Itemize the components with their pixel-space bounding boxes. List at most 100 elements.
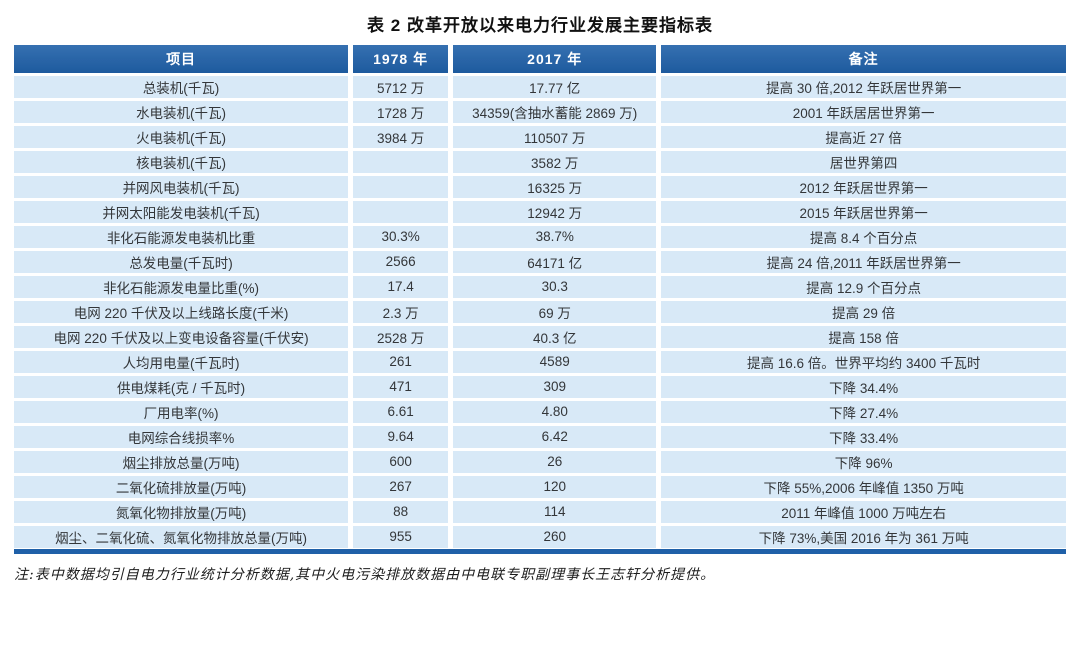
table-row: 非化石能源发电装机比重 30.3% 38.7% 提高 8.4 个百分点 <box>11 222 1069 251</box>
item-cell: 二氧化硫排放量(万吨) <box>11 472 354 501</box>
item-cell: 总发电量(千瓦时) <box>11 247 354 276</box>
value-1978-cell: 5712 万 <box>348 72 454 101</box>
table-row: 二氧化硫排放量(万吨) 267 120 下降 55%,2006 年峰值 1350 万吨 <box>11 472 1069 501</box>
value-2017-cell: 40.3 亿 <box>448 322 662 351</box>
value-1978-cell: 6.61 <box>348 397 454 426</box>
table-row: 供电煤耗(克 / 千瓦时) 471 309 下降 34.4% <box>11 372 1069 401</box>
table-row: 火电装机(千瓦) 3984 万 110507 万提高近 27 倍 <box>11 122 1069 151</box>
table-header-row: 项目 1978 年 2017 年备注 <box>11 43 1069 76</box>
value-1978-cell: 1728 万 <box>348 97 454 126</box>
item-cell: 并网太阳能发电装机(千瓦) <box>11 197 354 226</box>
table-row: 电网综合线损率% 9.64 6.42 下降 33.4% <box>11 422 1069 451</box>
value-1978-cell: 3984 万 <box>348 122 454 151</box>
item-cell: 电网 220 千伏及以上变电设备容量(千伏安) <box>11 322 354 351</box>
value-2017-cell: 4589 <box>448 347 662 376</box>
table-row: 电网 220 千伏及以上线路长度(千米) 2.3 万 69 万提高 29 倍 <box>11 297 1069 326</box>
item-cell: 电网综合线损率% <box>11 422 354 451</box>
remark-cell: 下降 96% <box>656 447 1069 476</box>
value-2017-cell: 309 <box>448 372 662 401</box>
remark-cell: 提高 30 倍,2012 年跃居世界第一 <box>656 72 1069 101</box>
remark-cell: 居世界第四 <box>656 147 1069 176</box>
value-1978-cell <box>348 197 454 226</box>
value-2017-cell: 110507 万 <box>448 122 662 151</box>
value-2017-cell: 4.80 <box>448 397 662 426</box>
value-2017-cell: 3582 万 <box>448 147 662 176</box>
value-2017-cell: 17.77 亿 <box>448 72 662 101</box>
table-row: 并网太阳能发电装机(千瓦) 12942 万 2015 年跃居世界第一 <box>11 197 1069 226</box>
remark-cell: 下降 33.4% <box>656 422 1069 451</box>
table-row: 烟尘排放总量(万吨) 600 26 下降 96% <box>11 447 1069 476</box>
remark-cell: 下降 73%,美国 2016 年为 361 万吨 <box>656 522 1069 549</box>
table-row: 核电装机(千瓦) 3582 万居世界第四 <box>11 147 1069 176</box>
value-2017-cell: 120 <box>448 472 662 501</box>
item-cell: 非化石能源发电量比重(%) <box>11 272 354 301</box>
value-2017-cell: 6.42 <box>448 422 662 451</box>
value-2017-cell: 64171 亿 <box>448 247 662 276</box>
item-cell: 火电装机(千瓦) <box>11 122 354 151</box>
table-row: 并网风电装机(千瓦) 16325 万 2012 年跃居世界第一 <box>11 172 1069 201</box>
column-header-2: 2017 年 <box>448 43 662 76</box>
value-1978-cell: 600 <box>348 447 454 476</box>
item-cell: 烟尘排放总量(万吨) <box>11 447 354 476</box>
table-row: 氮氧化物排放量(万吨) 88 114 2011 年峰值 1000 万吨左右 <box>11 497 1069 526</box>
table-container: 项目 1978 年 2017 年备注 总装机(千瓦) 5712 万 17.77 亿提高 … <box>11 43 1069 549</box>
remark-cell: 下降 55%,2006 年峰值 1350 万吨 <box>656 472 1069 501</box>
item-cell: 总装机(千瓦) <box>11 72 354 101</box>
column-header-3: 备注 <box>656 43 1069 76</box>
remark-cell: 2012 年跃居世界第一 <box>656 172 1069 201</box>
value-2017-cell: 260 <box>448 522 662 549</box>
item-cell: 水电装机(千瓦) <box>11 97 354 126</box>
value-1978-cell: 2528 万 <box>348 322 454 351</box>
value-1978-cell: 471 <box>348 372 454 401</box>
value-1978-cell: 261 <box>348 347 454 376</box>
value-1978-cell: 88 <box>348 497 454 526</box>
indicators-table: 项目 1978 年 2017 年备注 总装机(千瓦) 5712 万 17.77 亿提高 … <box>11 43 1069 549</box>
value-1978-cell: 267 <box>348 472 454 501</box>
remark-cell: 2015 年跃居世界第一 <box>656 197 1069 226</box>
item-cell: 厂用电率(%) <box>11 397 354 426</box>
table-row: 烟尘、二氧化硫、氮氧化物排放总量(万吨) 955 260 下降 73%,美国 2016… <box>11 522 1069 549</box>
value-2017-cell: 38.7% <box>448 222 662 251</box>
value-1978-cell: 955 <box>348 522 454 549</box>
remark-cell: 2001 年跃居居世界第一 <box>656 97 1069 126</box>
item-cell: 并网风电装机(千瓦) <box>11 172 354 201</box>
footnote: 注:表中数据均引自电力行业统计分析数据,其中火电污染排放数据由中电联专职副理事长… <box>14 566 716 583</box>
remark-cell: 提高 16.6 倍。世界平均约 3400 千瓦时 <box>656 347 1069 376</box>
table-row: 厂用电率(%) 6.61 4.80 下降 27.4% <box>11 397 1069 426</box>
item-cell: 供电煤耗(克 / 千瓦时) <box>11 372 354 401</box>
table-bottom-border <box>14 548 1066 554</box>
table-row: 总装机(千瓦) 5712 万 17.77 亿提高 30 倍,2012 年跃居世界第一 <box>11 72 1069 101</box>
item-cell: 人均用电量(千瓦时) <box>11 347 354 376</box>
item-cell: 氮氧化物排放量(万吨) <box>11 497 354 526</box>
value-1978-cell: 2566 <box>348 247 454 276</box>
remark-cell: 提高 158 倍 <box>656 322 1069 351</box>
value-1978-cell <box>348 172 454 201</box>
value-2017-cell: 12942 万 <box>448 197 662 226</box>
remark-cell: 2011 年峰值 1000 万吨左右 <box>656 497 1069 526</box>
table-title: 表 2 改革开放以来电力行业发展主要指标表 <box>367 16 713 35</box>
remark-cell: 提高近 27 倍 <box>656 122 1069 151</box>
item-cell: 烟尘、二氧化硫、氮氧化物排放总量(万吨) <box>11 522 354 549</box>
column-header-1: 1978 年 <box>348 43 454 76</box>
value-1978-cell: 9.64 <box>348 422 454 451</box>
item-cell: 核电装机(千瓦) <box>11 147 354 176</box>
value-2017-cell: 34359(含抽水蓄能 2869 万) <box>448 97 662 126</box>
value-1978-cell: 2.3 万 <box>348 297 454 326</box>
value-2017-cell: 26 <box>448 447 662 476</box>
table-row: 人均用电量(千瓦时) 261 4589 提高 16.6 倍。世界平均约 3400 千瓦… <box>11 347 1069 376</box>
table-row: 总发电量(千瓦时) 2566 64171 亿提高 24 倍,2011 年跃居世界第一 <box>11 247 1069 276</box>
table-row: 水电装机(千瓦) 1728 万 34359(含抽水蓄能 2869 万) 2001 年跃… <box>11 97 1069 126</box>
remark-cell: 下降 27.4% <box>656 397 1069 426</box>
value-1978-cell <box>348 147 454 176</box>
remark-cell: 提高 24 倍,2011 年跃居世界第一 <box>656 247 1069 276</box>
item-cell: 非化石能源发电装机比重 <box>11 222 354 251</box>
remark-cell: 提高 8.4 个百分点 <box>656 222 1069 251</box>
remark-cell: 下降 34.4% <box>656 372 1069 401</box>
column-header-0: 项目 <box>11 43 354 76</box>
value-2017-cell: 30.3 <box>448 272 662 301</box>
value-1978-cell: 30.3% <box>348 222 454 251</box>
value-2017-cell: 114 <box>448 497 662 526</box>
value-1978-cell: 17.4 <box>348 272 454 301</box>
value-2017-cell: 69 万 <box>448 297 662 326</box>
